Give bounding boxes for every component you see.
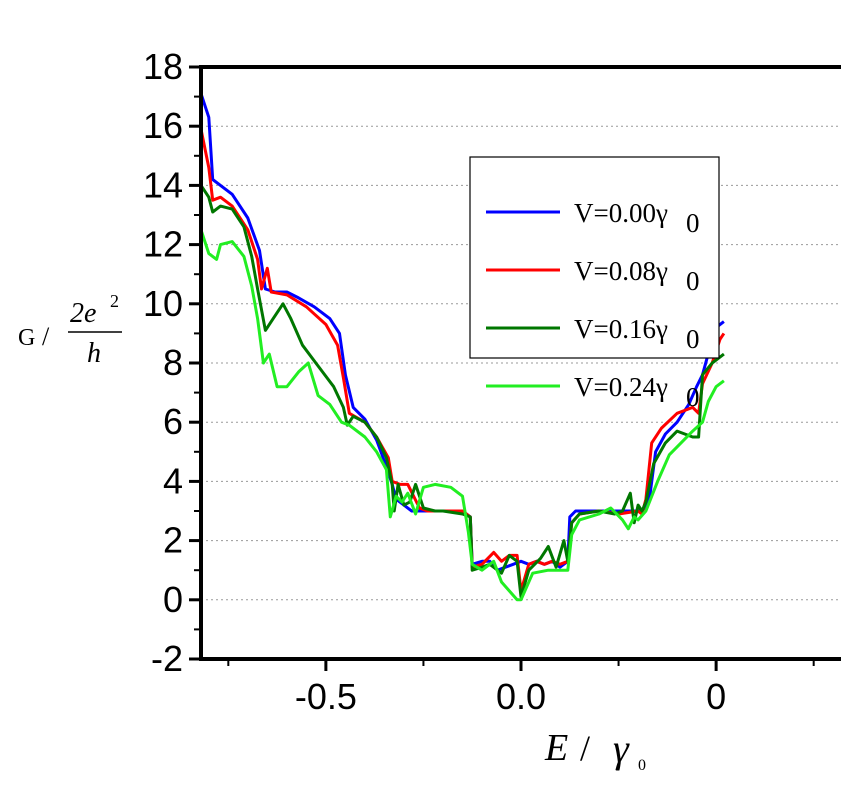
y-axis-title: G / 2e 2 h [18,291,122,369]
axes [189,65,841,671]
y-tick-label: 14 [143,164,183,205]
y-tick-label: 18 [143,46,183,87]
legend-entry-4: V=0.24γ 0 [486,372,700,412]
y-axis-numerator: 2e [70,298,96,329]
x-tick-label: 0.0 [496,676,546,717]
y-tick-label: -2 [151,638,183,679]
legend-entry-1: V=0.00γ 0 [486,198,700,238]
legend-box [469,156,720,359]
y-axis-prefix: G [18,325,35,351]
legend-label-sub: 0 [686,208,700,238]
series-line-4 [201,229,725,602]
y-tick-label: 0 [163,579,183,620]
legend-label: V=0.24γ [574,372,668,402]
y-tick-label: 4 [163,460,183,501]
legend-entry-2: V=0.08γ 0 [486,256,700,296]
series-group [201,93,726,602]
series-line-1 [201,93,725,572]
x-axis-symbol: γ [613,726,630,771]
x-axis-slash: / [580,728,590,768]
legend-label: V=0.08γ [574,256,668,286]
y-tick-label: 8 [163,342,183,383]
legend-label-sub: 0 [686,324,700,354]
y-tick-label: 12 [143,224,183,265]
x-axis-main: E [544,727,568,769]
y-tick-labels: -2 0 2 4 6 8 10 12 14 16 18 [143,46,183,679]
y-axis-exponent: 2 [110,291,119,311]
y-tick-label: 10 [143,283,183,324]
y-axis-denominator: h [87,338,101,369]
legend-label: V=0.16γ [574,314,668,344]
x-axis-subscript: 0 [638,757,646,774]
legend-label: V=0.00γ [574,198,668,228]
y-tick-label: 16 [143,105,183,146]
y-tick-label: 6 [163,401,183,442]
x-tick-label: -0.5 [295,676,357,717]
legend-label-sub: 0 [686,382,700,412]
y-tick-label: 2 [163,520,183,561]
x-axis-title: E / γ 0 [544,726,646,774]
x-tick-labels: -0.5 0.0 0 [295,676,726,717]
legend-entry-3: V=0.16γ 0 [486,314,700,354]
y-axis-slash: / [42,322,50,351]
legend-label-sub: 0 [686,266,700,296]
x-tick-label: 0 [706,676,726,717]
legend: V=0.00γ 0 V=0.08γ 0 V=0.16γ 0 V=0.24γ 0 [469,156,720,412]
series-line-3 [201,184,725,599]
